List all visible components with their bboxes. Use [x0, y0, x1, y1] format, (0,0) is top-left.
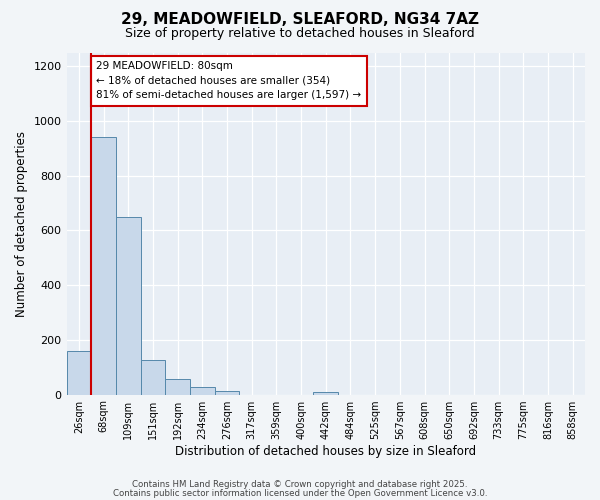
Bar — [190, 387, 215, 394]
X-axis label: Distribution of detached houses by size in Sleaford: Distribution of detached houses by size … — [175, 444, 476, 458]
Bar — [67, 351, 91, 395]
Bar — [140, 360, 165, 394]
Bar — [313, 392, 338, 394]
Text: Contains HM Land Registry data © Crown copyright and database right 2025.: Contains HM Land Registry data © Crown c… — [132, 480, 468, 489]
Bar — [215, 392, 239, 394]
Bar — [165, 378, 190, 394]
Text: Contains public sector information licensed under the Open Government Licence v3: Contains public sector information licen… — [113, 488, 487, 498]
Text: 29, MEADOWFIELD, SLEAFORD, NG34 7AZ: 29, MEADOWFIELD, SLEAFORD, NG34 7AZ — [121, 12, 479, 28]
Bar — [91, 138, 116, 394]
Y-axis label: Number of detached properties: Number of detached properties — [15, 130, 28, 316]
Text: 29 MEADOWFIELD: 80sqm
← 18% of detached houses are smaller (354)
81% of semi-det: 29 MEADOWFIELD: 80sqm ← 18% of detached … — [96, 60, 361, 100]
Bar — [116, 216, 140, 394]
Text: Size of property relative to detached houses in Sleaford: Size of property relative to detached ho… — [125, 28, 475, 40]
